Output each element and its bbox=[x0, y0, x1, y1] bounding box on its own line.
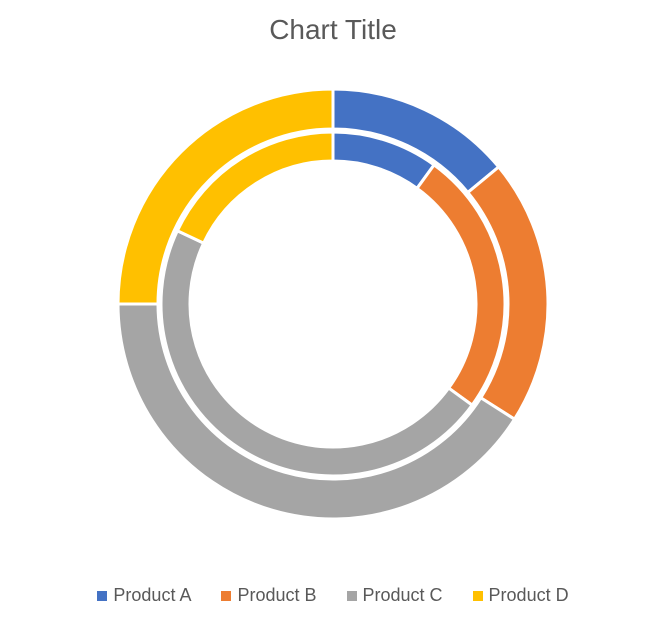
legend-swatch-icon bbox=[347, 591, 357, 601]
plot-area bbox=[0, 48, 666, 560]
legend-item-product-b: Product B bbox=[221, 585, 316, 606]
legend-swatch-icon bbox=[221, 591, 231, 601]
legend-label: Product B bbox=[237, 585, 316, 606]
rings-svg bbox=[93, 64, 573, 544]
legend-label: Product C bbox=[363, 585, 443, 606]
legend-label: Product A bbox=[113, 585, 191, 606]
legend-item-product-d: Product D bbox=[473, 585, 569, 606]
legend-item-product-c: Product C bbox=[347, 585, 443, 606]
legend-swatch-icon bbox=[97, 591, 107, 601]
legend-label: Product D bbox=[489, 585, 569, 606]
chart-title: Chart Title bbox=[0, 14, 666, 46]
legend-swatch-icon bbox=[473, 591, 483, 601]
doughnut-chart: Chart Title Product AProduct BProduct CP… bbox=[0, 0, 666, 620]
legend: Product A Product B Product C Product D bbox=[0, 585, 666, 606]
legend-item-product-a: Product A bbox=[97, 585, 191, 606]
